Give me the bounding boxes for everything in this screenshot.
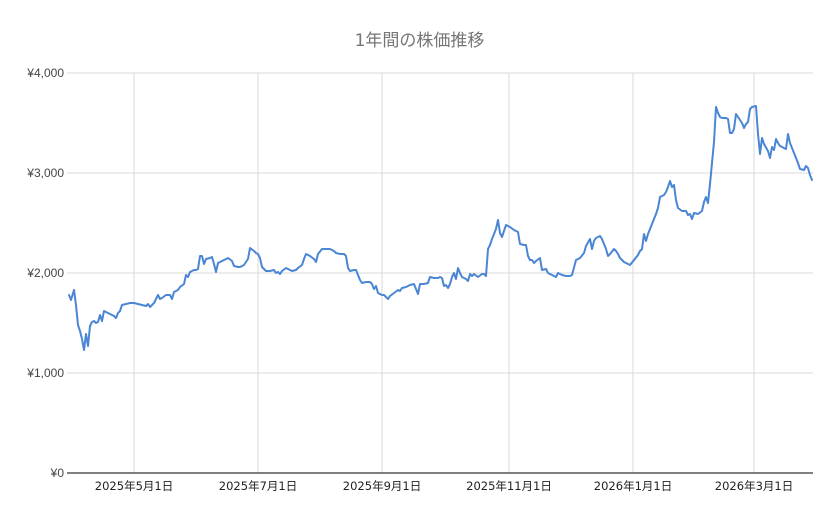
y-tick-label: ¥4,000 <box>26 66 64 80</box>
x-tick-label: 2025年9月1日 <box>343 479 421 493</box>
y-tick-label: ¥3,000 <box>26 166 64 180</box>
y-tick-label: ¥2,000 <box>26 266 64 280</box>
x-tick-label: 2025年11月1日 <box>466 479 552 493</box>
x-axis-labels: 2025年5月1日 2025年7月1日 2025年9月1日 2025年11月1日 202… <box>95 479 793 493</box>
y-tick-label: ¥1,000 <box>26 366 64 380</box>
stock-price-line <box>68 105 813 351</box>
chart-title: 1年間の株価推移 <box>354 31 485 51</box>
x-tick-label: 2026年3月1日 <box>715 479 793 493</box>
x-tick-label: 2025年7月1日 <box>219 479 297 493</box>
x-tick-label: 2025年5月1日 <box>95 479 173 493</box>
y-tick-label: ¥0 <box>50 466 65 480</box>
x-tick-label: 2026年1月1日 <box>594 479 672 493</box>
y-axis-labels: ¥0 ¥1,000 ¥2,000 ¥3,000 ¥4,000 <box>26 66 64 480</box>
gridlines <box>67 72 813 473</box>
